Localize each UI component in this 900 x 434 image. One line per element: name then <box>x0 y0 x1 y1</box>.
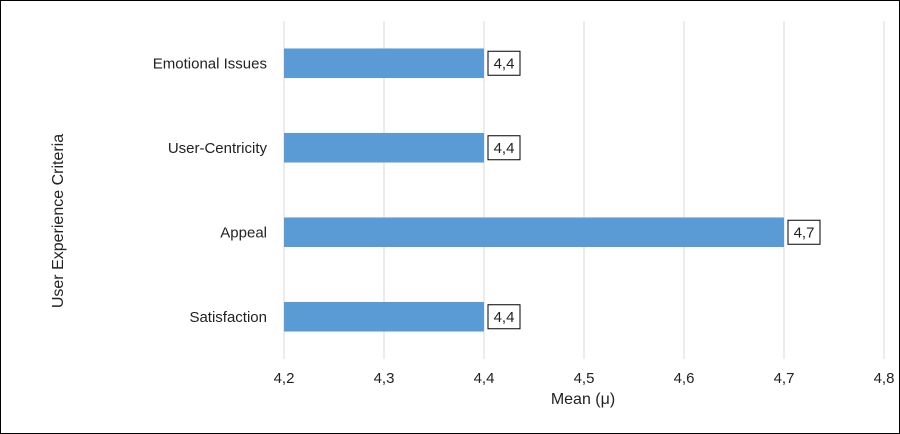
bar-emotional-issues <box>284 48 484 79</box>
x-tick-label: 4,3 <box>374 370 395 387</box>
bar-user-centricity <box>284 132 484 163</box>
data-labels: 4,4 4,7 4,4 4,4 <box>487 50 821 330</box>
y-axis-tick-labels: Satisfaction Appeal User-Centricity Emotion… <box>153 55 268 326</box>
data-label: 4,4 <box>494 309 515 326</box>
y-axis-title: User Experience Criteria <box>50 134 67 308</box>
x-tick-label: 4,5 <box>574 370 595 387</box>
x-tick-label: 4,2 <box>274 370 295 387</box>
data-label: 4,7 <box>794 224 815 241</box>
x-axis-tick-labels: 4,2 4,3 4,4 4,5 4,6 4,7 4,8 <box>274 370 895 387</box>
x-tick-label: 4,8 <box>874 370 895 387</box>
data-label-box <box>487 135 521 161</box>
x-tick-label: 4,4 <box>474 370 495 387</box>
x-tick-label: 4,6 <box>674 370 695 387</box>
data-label: 4,4 <box>494 140 515 157</box>
x-axis-title: Mean (μ) <box>551 391 615 408</box>
data-label-box <box>487 50 521 76</box>
x-tick-label: 4,7 <box>774 370 795 387</box>
y-tick-label: Emotional Issues <box>153 55 267 72</box>
y-tick-label: Satisfaction <box>189 309 267 326</box>
data-label: 4,4 <box>494 55 515 72</box>
bar-appeal <box>284 217 784 248</box>
bar-satisfaction <box>284 301 484 332</box>
data-label-box <box>487 304 521 330</box>
data-label-box <box>787 219 821 245</box>
y-tick-label: User-Centricity <box>168 140 268 157</box>
bars <box>284 48 784 332</box>
y-tick-label: Appeal <box>220 224 267 241</box>
